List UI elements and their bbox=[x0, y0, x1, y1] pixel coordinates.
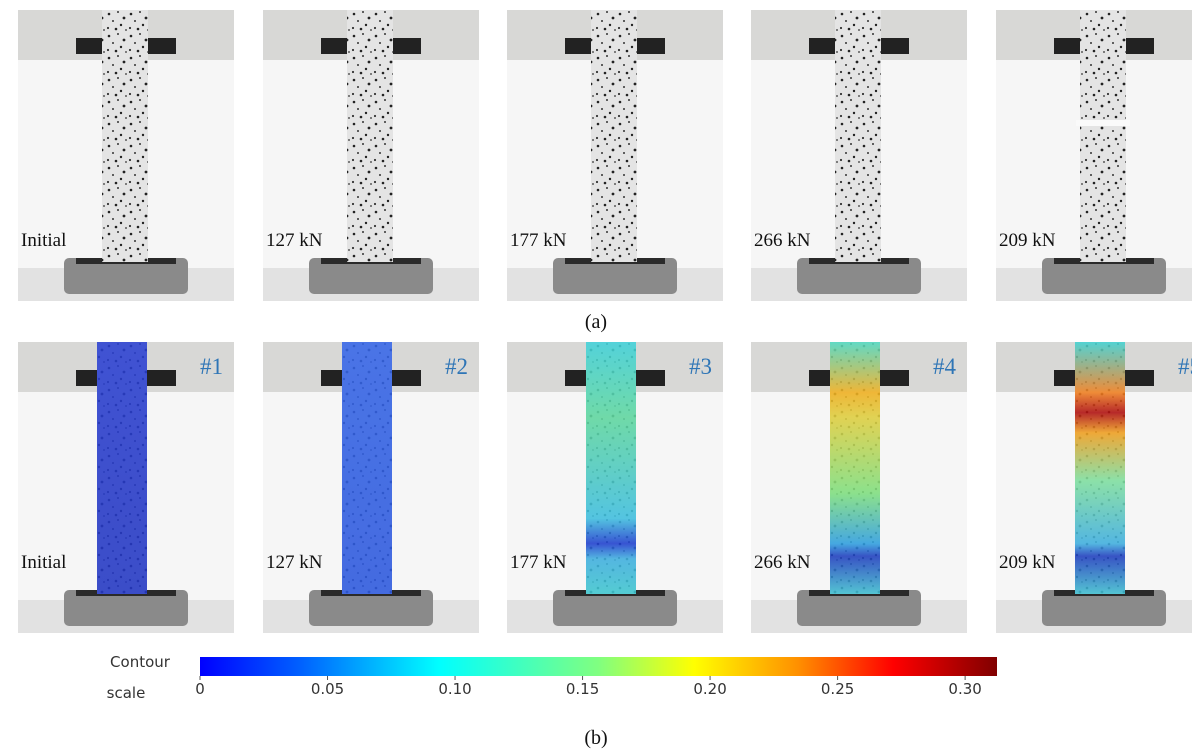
specimen-number: #5 bbox=[1178, 354, 1192, 379]
load-label: 177 kN bbox=[510, 230, 567, 251]
panel: 209 kN bbox=[996, 10, 1192, 301]
colorbar-title: Contour bbox=[110, 653, 171, 671]
panel: #1 Initial bbox=[18, 342, 234, 633]
tick-label: 0.15 bbox=[566, 680, 599, 698]
caption: (a) bbox=[585, 311, 607, 333]
load-label: 266 kN bbox=[754, 552, 811, 573]
specimen bbox=[835, 10, 881, 262]
specimen bbox=[347, 10, 393, 262]
speckle bbox=[1075, 342, 1125, 594]
load-label: 209 kN bbox=[999, 552, 1056, 573]
panel: #2 127 kN bbox=[263, 342, 479, 633]
load-label: 127 kN bbox=[266, 230, 323, 251]
panel: 127 kN bbox=[263, 10, 479, 301]
panel: Initial bbox=[18, 10, 234, 301]
panel: #4 266 kN bbox=[751, 342, 967, 633]
figure: Initial 127 kN 177 kN 266 kN 209 kN #1 Initial… bbox=[0, 0, 1192, 751]
load-label: 266 kN bbox=[754, 230, 811, 251]
panel: 177 kN bbox=[507, 10, 723, 301]
specimen-number: #3 bbox=[689, 354, 712, 379]
specimen bbox=[102, 10, 148, 262]
load-label: 209 kN bbox=[999, 230, 1056, 251]
speckle bbox=[342, 342, 392, 594]
panel: #3 177 kN bbox=[507, 342, 723, 633]
specimen-number: #1 bbox=[200, 354, 223, 379]
speckle bbox=[830, 342, 880, 594]
colorbar bbox=[200, 657, 997, 676]
tick-label: 0 bbox=[195, 680, 205, 698]
fracture bbox=[1076, 120, 1130, 126]
speckle bbox=[97, 342, 147, 594]
caption: (b) bbox=[584, 727, 607, 749]
tick-label: 0.10 bbox=[438, 680, 471, 698]
specimen bbox=[591, 10, 637, 262]
specimen-number: #4 bbox=[933, 354, 957, 379]
speckle bbox=[586, 342, 636, 594]
load-label: Initial bbox=[21, 230, 66, 251]
tick-label: 0.20 bbox=[693, 680, 726, 698]
specimen-number: #2 bbox=[445, 354, 468, 379]
colorbar-title: scale bbox=[107, 684, 146, 702]
load-label: 127 kN bbox=[266, 552, 323, 573]
load-label: 177 kN bbox=[510, 552, 567, 573]
load-label: Initial bbox=[21, 552, 66, 573]
panel: 266 kN bbox=[751, 10, 967, 301]
tick-label: 0.05 bbox=[311, 680, 344, 698]
specimen bbox=[1080, 10, 1126, 262]
panel: #5 209 kN bbox=[996, 342, 1192, 633]
tick-label: 0.30 bbox=[948, 680, 981, 698]
tick-label: 0.25 bbox=[821, 680, 854, 698]
